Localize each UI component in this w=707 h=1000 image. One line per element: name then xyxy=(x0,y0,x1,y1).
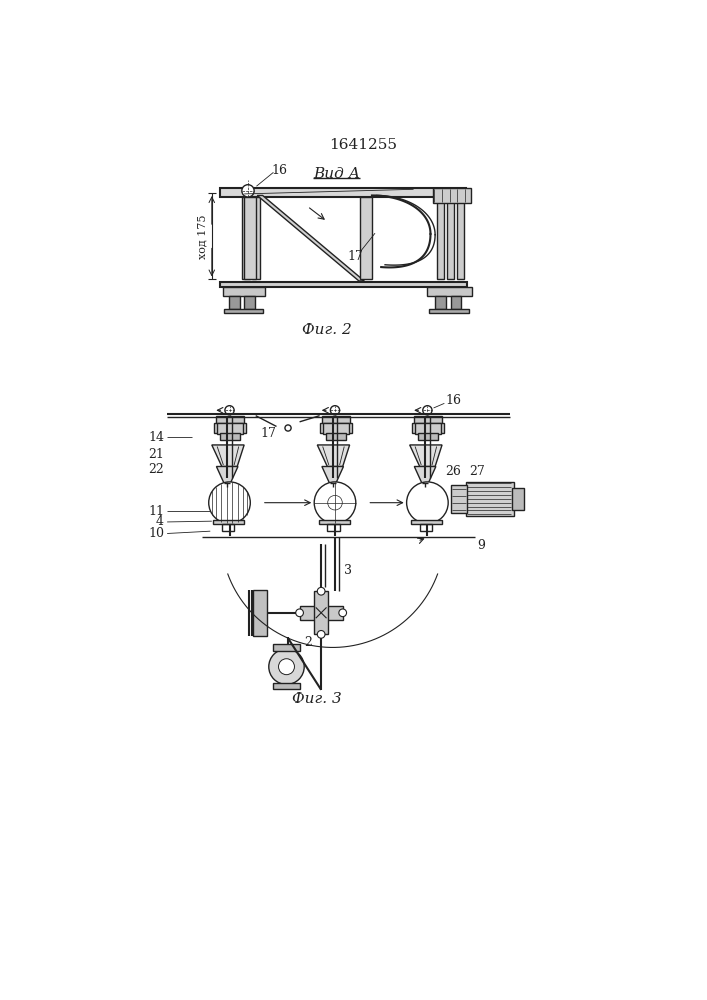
Circle shape xyxy=(423,406,432,415)
Bar xyxy=(214,520,244,524)
Bar xyxy=(222,524,234,531)
Bar xyxy=(223,287,265,296)
Circle shape xyxy=(209,482,250,523)
Bar xyxy=(450,296,461,309)
Bar xyxy=(429,309,469,313)
Bar xyxy=(221,433,240,440)
Bar xyxy=(512,488,525,510)
Circle shape xyxy=(225,406,234,415)
Bar xyxy=(360,197,372,279)
Text: ход 175: ход 175 xyxy=(197,214,208,259)
Polygon shape xyxy=(212,445,244,466)
Bar xyxy=(437,197,444,279)
Circle shape xyxy=(407,482,448,523)
Circle shape xyxy=(269,649,304,684)
Circle shape xyxy=(242,185,254,197)
Text: 10: 10 xyxy=(148,527,164,540)
Circle shape xyxy=(285,425,291,431)
Bar xyxy=(214,423,247,433)
Circle shape xyxy=(317,631,325,638)
Bar xyxy=(242,197,250,279)
Bar xyxy=(418,433,438,440)
Bar xyxy=(217,423,243,434)
Circle shape xyxy=(317,587,325,595)
Text: 17: 17 xyxy=(348,250,363,263)
Text: 26: 26 xyxy=(445,465,462,478)
Circle shape xyxy=(279,659,294,675)
Bar xyxy=(216,416,244,425)
Polygon shape xyxy=(317,445,350,466)
Bar xyxy=(327,524,339,531)
Polygon shape xyxy=(257,195,364,281)
Bar xyxy=(244,296,255,309)
Circle shape xyxy=(328,495,342,510)
Bar xyxy=(415,423,441,434)
Bar xyxy=(435,296,446,309)
Bar xyxy=(414,416,442,425)
Bar xyxy=(322,423,349,434)
Circle shape xyxy=(339,609,346,617)
Bar xyxy=(326,433,346,440)
Bar xyxy=(433,188,472,203)
Text: Фиг. 2: Фиг. 2 xyxy=(303,323,352,337)
Text: 2: 2 xyxy=(304,636,312,649)
Polygon shape xyxy=(414,466,436,483)
Polygon shape xyxy=(216,466,238,483)
Bar xyxy=(450,485,467,513)
Bar xyxy=(252,197,259,279)
Bar xyxy=(273,644,300,651)
Text: 27: 27 xyxy=(469,465,484,478)
Bar xyxy=(300,606,343,620)
Bar xyxy=(322,416,350,425)
Text: 21: 21 xyxy=(148,448,164,461)
Text: 16: 16 xyxy=(445,394,462,407)
Circle shape xyxy=(314,482,356,523)
Bar xyxy=(428,287,472,296)
Bar xyxy=(219,282,467,287)
Text: 11: 11 xyxy=(148,505,164,518)
Text: 22: 22 xyxy=(148,463,164,476)
Bar xyxy=(273,683,300,689)
Polygon shape xyxy=(322,466,344,483)
Bar xyxy=(244,197,257,279)
Bar xyxy=(412,423,444,433)
Bar xyxy=(420,524,432,531)
Bar xyxy=(411,520,442,524)
Circle shape xyxy=(330,406,339,415)
Text: 14: 14 xyxy=(148,431,164,444)
Bar xyxy=(457,197,464,279)
Bar xyxy=(320,423,352,433)
Polygon shape xyxy=(409,445,442,466)
Bar xyxy=(447,197,455,279)
Polygon shape xyxy=(219,188,466,197)
Text: 3: 3 xyxy=(344,564,352,577)
Text: 1641255: 1641255 xyxy=(329,138,397,152)
Bar xyxy=(466,482,514,516)
Bar xyxy=(314,591,328,634)
Text: 9: 9 xyxy=(477,539,485,552)
Text: 4: 4 xyxy=(156,515,164,528)
Text: Вид А: Вид А xyxy=(313,167,360,181)
Text: Фиг. 3: Фиг. 3 xyxy=(293,692,342,706)
Bar xyxy=(229,296,240,309)
Text: 16: 16 xyxy=(271,164,288,177)
Bar xyxy=(253,590,267,636)
Bar xyxy=(319,520,350,524)
Text: 17: 17 xyxy=(261,427,276,440)
Circle shape xyxy=(296,609,303,617)
Bar xyxy=(224,309,262,313)
